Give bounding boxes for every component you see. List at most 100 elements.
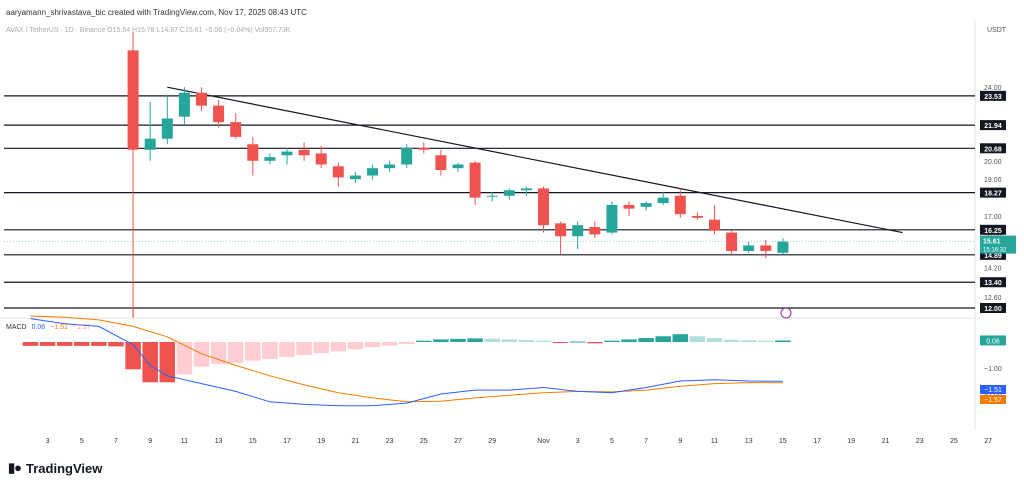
last-price-label: 15.61: [983, 239, 1001, 246]
level-price-tag: [980, 120, 1006, 131]
x-tick-label: 9: [148, 438, 152, 445]
symbol-ohlc-legend[interactable]: AVAX / TetherUS · 1D · Binance O15.54 H1…: [6, 27, 291, 34]
macd-line: [30, 318, 783, 407]
macd-histogram-bar: [398, 342, 415, 345]
macd-line-tag: [980, 385, 1006, 394]
macd-histogram-bar: [433, 339, 449, 342]
x-tick-label: 11: [181, 438, 188, 445]
macd-histogram-bar: [330, 342, 347, 352]
macd-histogram-bar: [193, 342, 210, 367]
x-tick-label: 5: [610, 438, 614, 445]
candle-body: [709, 219, 720, 231]
level-price-label: 16.25: [984, 228, 1002, 235]
macd-hist-axis-label: 0.06: [986, 338, 1000, 345]
level-price-label: 23.53: [984, 94, 1002, 101]
bar-countdown-label: 15:16:32: [983, 248, 1007, 254]
tradingview-logo[interactable]: ▮● TradingView: [8, 460, 102, 476]
level-price-label: 13.40: [984, 280, 1002, 287]
candle-body: [230, 122, 242, 137]
price-tick-label: 17.00: [984, 214, 1002, 221]
price-tick-label: 19.00: [984, 177, 1002, 184]
x-tick-label: 3: [576, 438, 580, 445]
macd-histogram-bar: [535, 340, 552, 342]
level-price-label: 20.68: [984, 146, 1002, 153]
x-tick-label: 19: [847, 438, 855, 445]
macd-histogram-bar: [552, 342, 569, 343]
x-tick-label: 27: [984, 438, 992, 445]
macd-histogram-bar: [39, 342, 56, 346]
macd-histogram-bar: [22, 342, 39, 346]
candle-body: [486, 195, 498, 197]
macd-histogram-bar: [56, 342, 73, 346]
macd-histogram-bar: [159, 342, 176, 383]
candle-body: [520, 188, 532, 191]
candle-body: [315, 153, 327, 165]
macd-histogram-bar: [262, 342, 278, 359]
candle-body: [538, 188, 549, 226]
level-price-label: 21.94: [984, 123, 1002, 130]
x-tick-label: 15: [249, 438, 257, 445]
level-price-tag: [980, 249, 1006, 260]
macd-histogram-bar: [142, 342, 158, 383]
x-tick-label: 23: [916, 438, 924, 445]
last-price-tag: [980, 235, 1016, 254]
macd-legend-signal: −1.57: [72, 324, 91, 331]
level-price-label: 18.27: [984, 191, 1002, 198]
signal-line-tag: [980, 395, 1006, 404]
candle-body: [469, 162, 481, 198]
level-price-tag: [980, 303, 1006, 313]
tradingview-brand-name: TradingView: [26, 460, 103, 476]
macd-histogram-bar: [450, 338, 466, 342]
macd-histogram-bar: [364, 342, 381, 348]
candle-body: [452, 164, 464, 169]
macd-histogram-bar: [501, 339, 518, 342]
candle-body: [606, 204, 618, 233]
price-tick-label: 14.20: [984, 266, 1002, 273]
x-tick-label: 17: [813, 438, 821, 445]
level-price-tag: [980, 90, 1006, 101]
candle-body: [213, 105, 225, 123]
candle-body: [589, 227, 601, 235]
x-tick-label: 17: [283, 438, 291, 445]
macd-histogram-bar: [108, 342, 124, 347]
candle-body: [367, 168, 378, 176]
level-price-tag: [980, 277, 1006, 288]
author-credit: aaryamann_shrivastava_bic created with T…: [6, 8, 307, 17]
candle-body: [555, 223, 567, 237]
price-tick-label: 20.00: [984, 159, 1002, 166]
candle-body: [281, 151, 293, 156]
x-tick-label: Nov: [537, 438, 550, 445]
macd-histogram-bar: [381, 342, 398, 346]
macd-legend[interactable]: MACD 0.06 −1.51 −1.57: [6, 324, 91, 331]
price-currency-label: USDT: [987, 27, 1007, 34]
x-tick-label: 3: [46, 438, 50, 445]
macd-hist-tag: [980, 335, 1006, 346]
candle-body: [503, 190, 515, 196]
macd-histogram-bar: [655, 336, 671, 342]
macd-histogram-bar: [245, 342, 261, 361]
macd-histogram-bar: [638, 338, 654, 342]
candle-body: [674, 195, 686, 215]
candle-body: [435, 155, 447, 170]
x-tick-label: 23: [386, 438, 394, 445]
macd-histogram-bar: [125, 342, 141, 370]
macd-histogram-bar: [569, 341, 586, 343]
candle-body: [726, 232, 738, 251]
macd-histogram-bar: [740, 340, 757, 342]
candle-body: [640, 203, 652, 207]
x-tick-label: 15: [779, 438, 787, 445]
tradingview-logo-icon: ▮●: [8, 460, 22, 475]
price-tick-label: 24.00: [984, 85, 1002, 92]
candle-body: [401, 147, 413, 165]
x-tick-label: 29: [488, 438, 496, 445]
x-tick-label: 25: [950, 438, 958, 445]
candle-body: [349, 175, 361, 180]
level-price-tag: [980, 187, 1006, 198]
candle-body: [196, 92, 207, 106]
macd-histogram-bar: [758, 340, 774, 342]
level-price-label: 14.89: [984, 253, 1002, 260]
macd-histogram-bar: [587, 342, 603, 344]
macd-legend-hist: 0.06: [31, 324, 46, 331]
macd-histogram-bar: [279, 342, 295, 358]
